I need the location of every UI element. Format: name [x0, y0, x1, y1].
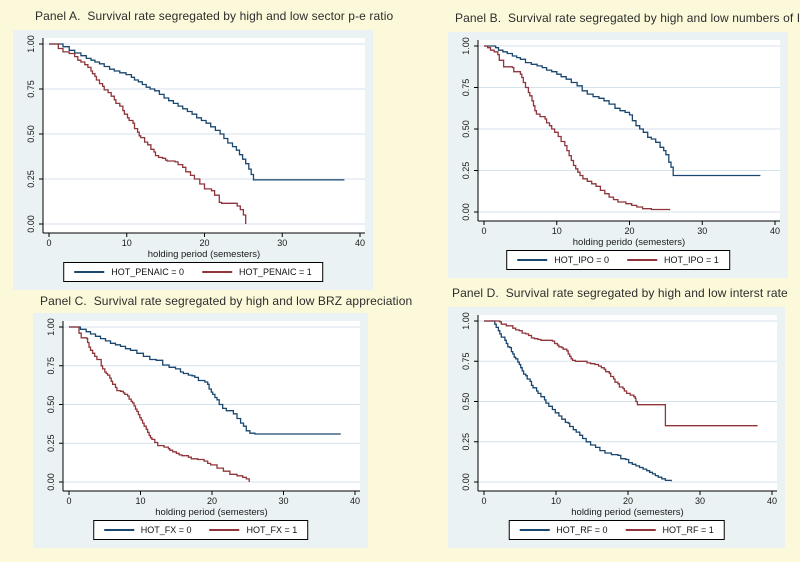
- legend-entry: HOT_PENAIC = 1: [202, 267, 312, 277]
- panel-c-legend: HOT_FX = 0 HOT_FX = 1: [92, 520, 309, 540]
- x-tick-label: 30: [278, 496, 288, 506]
- x-tick-label: 30: [277, 238, 287, 248]
- x-tick-label: 40: [767, 496, 777, 506]
- navy-line-swatch: [519, 529, 550, 531]
- panel-c-title: Panel C. Survival rate segregated by hig…: [40, 294, 413, 308]
- legend-label: HOT_RF = 0: [556, 525, 608, 535]
- y-tick-label: 0.00: [46, 473, 56, 491]
- y-tick-label: 0.50: [46, 396, 56, 414]
- y-tick-label: 0.75: [461, 79, 471, 97]
- y-tick-label: 0.75: [461, 352, 471, 370]
- y-tick-label: 0.50: [461, 120, 471, 138]
- y-tick-label: 1.00: [461, 37, 471, 55]
- series-line-1: [484, 45, 671, 211]
- legend-entry: HOT_RF = 1: [625, 525, 714, 535]
- panel-b-chart-block: 0.00 0.25 0.50 0.75 1.00 0 10 20 30 40 holding per…: [448, 32, 788, 278]
- legend-entry: HOT_RF = 0: [519, 525, 608, 535]
- panel-a-survival-chart: 0.00 0.25 0.50 0.75 1.00 0 10 20 30 40 holding per…: [26, 35, 365, 260]
- y-tick-label: 0.00: [461, 473, 471, 491]
- y-tick-label: 0.25: [26, 170, 36, 188]
- series-line-1: [49, 43, 247, 224]
- navy-line-swatch: [74, 271, 105, 273]
- legend-label: HOT_IPO = 0: [554, 255, 609, 265]
- navy-line-swatch: [103, 529, 134, 531]
- y-tick-label: 0.00: [26, 215, 36, 233]
- legend-label: HOT_FX = 0: [140, 525, 192, 535]
- legend-entry: HOT_FX = 1: [209, 525, 298, 535]
- y-tick-label: 1.00: [46, 318, 56, 336]
- legend-entry: HOT_PENAIC = 0: [74, 267, 184, 277]
- panel-b-survival-chart: 0.00 0.25 0.50 0.75 1.00 0 10 20 30 40 holding per…: [461, 37, 780, 248]
- panel-a-chart-block: 0.00 0.25 0.50 0.75 1.00 0 10 20 30 40 holding per…: [13, 30, 373, 290]
- x-tick-label: 0: [46, 238, 51, 248]
- series-line-0: [484, 45, 761, 177]
- series-line-0: [69, 326, 341, 435]
- x-tick-label: 40: [355, 238, 365, 248]
- legend-entry: HOT_IPO = 0: [517, 255, 609, 265]
- series-line-0: [484, 320, 672, 482]
- y-tick-label: 1.00: [461, 312, 471, 330]
- panel-d-legend: HOT_RF = 0 HOT_RF = 1: [508, 520, 725, 540]
- legend-entry: HOT_IPO = 1: [627, 255, 719, 265]
- legend-label: HOT_PENAIC = 0: [111, 267, 184, 277]
- y-tick-label: 0.50: [26, 125, 36, 143]
- legend-label: HOT_IPO = 1: [664, 255, 719, 265]
- panel-c-survival-chart: 0.00 0.25 0.50 0.75 1.00 0 10 20 30 40 holding per…: [46, 318, 360, 518]
- plot-area: [478, 40, 780, 221]
- x-tick-label: 0: [481, 496, 486, 506]
- x-axis-title: holding period (semesters): [148, 249, 260, 260]
- y-tick-label: 0.00: [461, 203, 471, 221]
- y-tick-label: 1.00: [26, 35, 36, 53]
- x-tick-label: 20: [207, 496, 217, 506]
- x-tick-label: 40: [770, 226, 780, 236]
- x-tick-label: 10: [122, 238, 132, 248]
- maroon-line-swatch: [202, 271, 232, 273]
- legend-label: HOT_FX = 1: [246, 525, 298, 535]
- y-tick-label: 0.50: [461, 393, 471, 411]
- x-tick-label: 20: [199, 238, 209, 248]
- legend-entry: HOT_FX = 0: [103, 525, 192, 535]
- maroon-line-swatch: [209, 529, 240, 531]
- panel-b-legend: HOT_IPO = 0 HOT_IPO = 1: [506, 250, 730, 270]
- x-axis-title: holding period (semesters): [571, 507, 683, 518]
- x-tick-label: 20: [623, 496, 633, 506]
- plot-area: [478, 315, 777, 491]
- panel-a-title: Panel A. Survival rate segregated by hig…: [35, 9, 394, 23]
- y-tick-label: 0.25: [461, 433, 471, 451]
- x-tick-label: 0: [481, 226, 486, 236]
- x-tick-label: 0: [66, 496, 71, 506]
- y-tick-label: 0.25: [461, 162, 471, 180]
- plot-area: [63, 321, 360, 491]
- panel-b-title: Panel B. Survival rate segregated by hig…: [455, 11, 800, 25]
- series-line-1: [69, 326, 250, 482]
- x-axis-title: holding perido (semesters): [573, 237, 685, 248]
- panel-a-legend: HOT_PENAIC = 0 HOT_PENAIC = 1: [63, 262, 323, 282]
- x-axis-title: holding period (semesters): [155, 507, 267, 518]
- panel-d-survival-chart: 0.00 0.25 0.50 0.75 1.00 0 10 20 30 40 holding per…: [461, 312, 777, 518]
- x-tick-label: 40: [350, 496, 360, 506]
- y-tick-label: 0.75: [46, 357, 56, 375]
- legend-label: HOT_RF = 1: [662, 525, 714, 535]
- panel-d-title: Panel D. Survival rate segregated by hig…: [452, 286, 788, 300]
- y-tick-label: 0.75: [26, 80, 36, 98]
- maroon-line-swatch: [627, 259, 657, 261]
- maroon-line-swatch: [625, 529, 656, 531]
- plot-area: [43, 38, 365, 233]
- legend-label: HOT_PENAIC = 1: [239, 267, 312, 277]
- series-line-1: [484, 320, 758, 427]
- x-tick-label: 20: [624, 226, 634, 236]
- x-tick-label: 30: [695, 496, 705, 506]
- x-tick-label: 10: [552, 226, 562, 236]
- series-line-0: [49, 43, 345, 181]
- panel-c-chart-block: 0.00 0.25 0.50 0.75 1.00 0 10 20 30 40 holding per…: [33, 313, 368, 548]
- x-tick-label: 10: [135, 496, 145, 506]
- x-tick-label: 10: [551, 496, 561, 506]
- y-tick-label: 0.25: [46, 434, 56, 452]
- navy-line-swatch: [517, 259, 548, 261]
- x-tick-label: 30: [697, 226, 707, 236]
- panel-d-chart-block: 0.00 0.25 0.50 0.75 1.00 0 10 20 30 40 holding per…: [448, 307, 785, 548]
